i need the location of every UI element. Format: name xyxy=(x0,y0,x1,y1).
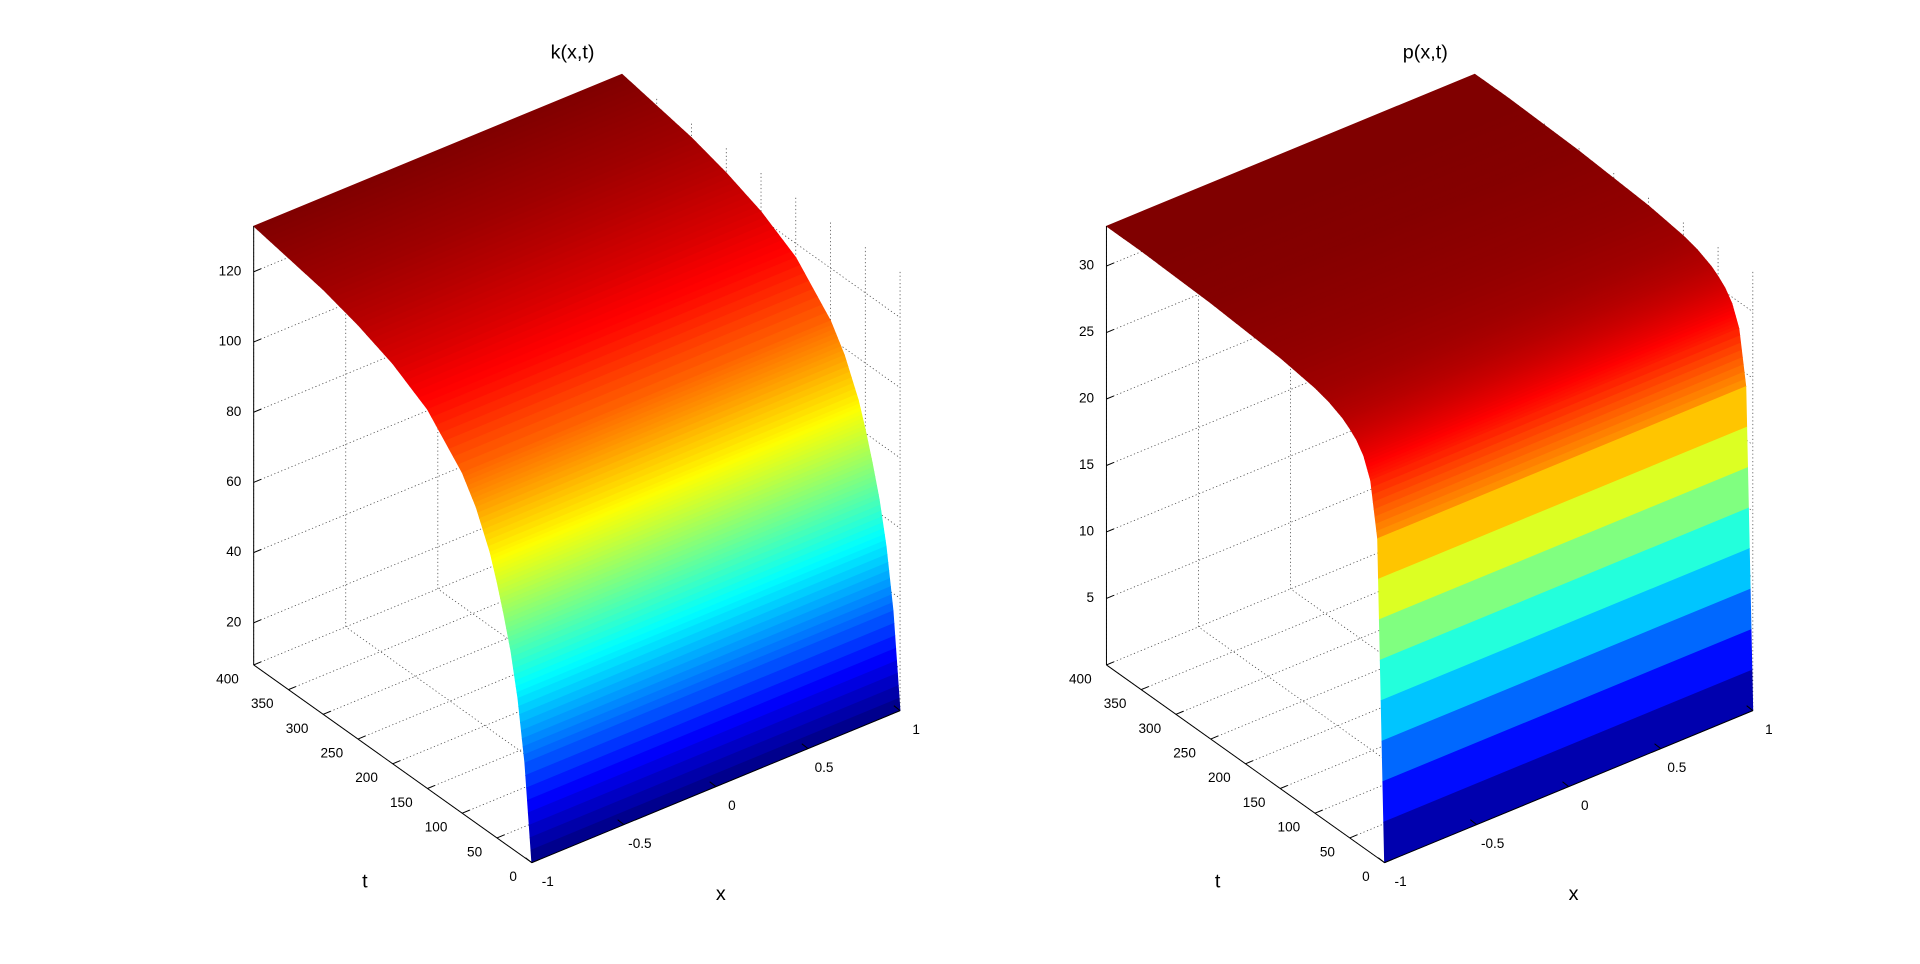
z-tick-label: 5 xyxy=(1087,590,1095,605)
tick-mark xyxy=(531,859,540,864)
x-tick-label: -1 xyxy=(1395,874,1407,889)
tick-mark xyxy=(1470,819,1477,826)
tick-mark xyxy=(1746,705,1754,712)
tick-mark xyxy=(1141,686,1149,691)
y-tick-label: 400 xyxy=(1069,671,1092,686)
y-tick-label: 250 xyxy=(320,745,343,760)
tick-mark xyxy=(462,809,470,814)
z-tick-label: 100 xyxy=(219,334,242,349)
grid-line xyxy=(345,626,625,825)
tick-mark xyxy=(1106,594,1115,599)
x-axis-label: x xyxy=(1569,883,1579,905)
tick-mark xyxy=(288,686,297,691)
y-tick-label: 150 xyxy=(390,795,413,810)
tick-mark xyxy=(496,834,505,839)
y-axis xyxy=(1106,664,1385,864)
tick-mark xyxy=(253,338,262,343)
x-tick-label: -0.5 xyxy=(628,836,651,851)
tick-mark xyxy=(617,819,625,826)
tick-mark xyxy=(1106,661,1115,666)
y-tick-label: 300 xyxy=(286,721,309,736)
y-tick-label: 0 xyxy=(509,869,517,884)
z-tick-label: 10 xyxy=(1079,524,1095,539)
tick-mark xyxy=(253,478,262,483)
x-axis-label: x xyxy=(716,883,726,905)
y-tick-label: 200 xyxy=(1208,770,1231,785)
z-tick-label: 80 xyxy=(226,404,242,419)
tick-mark xyxy=(1106,262,1115,267)
tick-mark xyxy=(525,857,533,864)
tick-mark xyxy=(1654,743,1662,750)
x-tick-label: 0.5 xyxy=(815,760,834,775)
y-axis-label: t xyxy=(362,871,368,893)
y-tick-label: 50 xyxy=(1320,844,1336,859)
y-tick-label: 0 xyxy=(1362,869,1370,884)
x-tick-label: -0.5 xyxy=(1481,836,1504,851)
tick-mark xyxy=(1378,857,1385,864)
chart-title: k(x,t) xyxy=(551,41,595,63)
grid-line xyxy=(1198,626,1477,825)
tick-mark xyxy=(1210,735,1219,740)
tick-mark xyxy=(709,781,717,788)
z-tick-label: 20 xyxy=(1079,391,1095,406)
y-axis-label: t xyxy=(1215,871,1221,893)
chart-title: p(x,t) xyxy=(1403,41,1448,63)
y-tick-label: 300 xyxy=(1138,721,1161,736)
tick-mark xyxy=(427,784,436,789)
tick-mark xyxy=(392,760,401,765)
tick-mark xyxy=(357,735,366,740)
tick-mark xyxy=(1314,809,1323,814)
tick-mark xyxy=(253,661,262,666)
tick-mark xyxy=(1349,834,1358,839)
y-axis xyxy=(253,664,533,864)
x-tick-label: 0.5 xyxy=(1667,760,1686,775)
tick-mark xyxy=(323,710,331,715)
z-tick-label: 25 xyxy=(1079,324,1094,339)
z-tick-label: 30 xyxy=(1079,258,1095,273)
tick-mark xyxy=(253,549,262,554)
tick-mark xyxy=(1245,760,1254,765)
y-tick-label: 50 xyxy=(467,844,483,859)
y-tick-label: 400 xyxy=(216,671,239,686)
y-tick-label: 250 xyxy=(1173,745,1196,760)
tick-mark xyxy=(1106,395,1115,400)
tick-mark xyxy=(801,743,809,750)
tick-mark xyxy=(1106,461,1115,466)
y-tick-label: 350 xyxy=(251,696,274,711)
x-tick-label: -1 xyxy=(542,874,554,889)
tick-mark xyxy=(1384,859,1393,864)
tick-mark xyxy=(1175,710,1184,715)
tick-mark xyxy=(1106,528,1115,533)
tick-mark xyxy=(253,408,262,413)
x-tick-label: 1 xyxy=(912,722,920,737)
y-tick-label: 100 xyxy=(425,820,448,835)
tick-mark xyxy=(1562,781,1569,788)
tick-mark xyxy=(253,619,262,624)
z-tick-label: 20 xyxy=(226,614,242,629)
z-tick-label: 60 xyxy=(226,474,242,489)
tick-mark xyxy=(1280,784,1288,789)
y-tick-label: 350 xyxy=(1104,696,1127,711)
z-tick-label: 120 xyxy=(219,263,242,278)
y-tick-label: 100 xyxy=(1278,820,1301,835)
z-tick-label: 15 xyxy=(1079,457,1094,472)
y-tick-label: 150 xyxy=(1243,795,1266,810)
z-tick-label: 40 xyxy=(226,544,242,559)
tick-mark xyxy=(893,705,901,712)
tick-mark xyxy=(253,268,262,273)
x-tick-label: 0 xyxy=(728,798,736,813)
tick-mark xyxy=(1106,328,1115,333)
x-tick-label: 0 xyxy=(1581,798,1589,813)
y-tick-label: 200 xyxy=(355,770,378,785)
x-tick-label: 1 xyxy=(1765,722,1773,737)
